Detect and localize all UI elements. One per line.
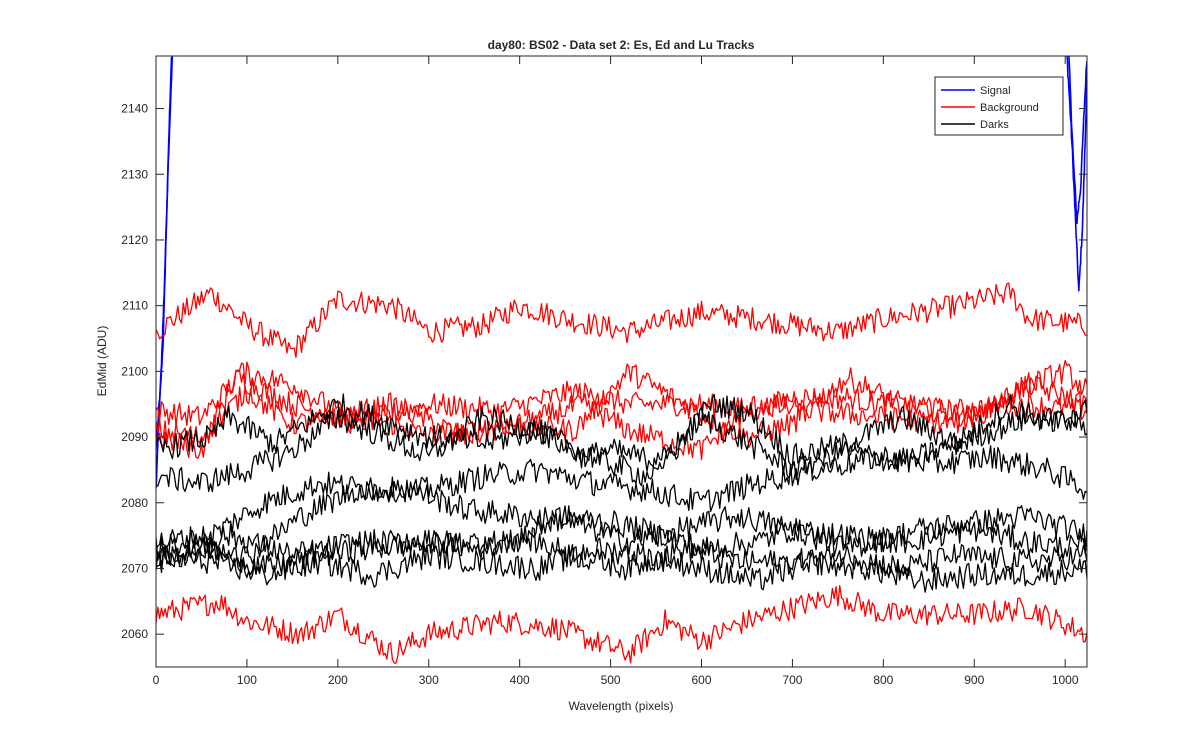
series-line-signal-2 (1066, 56, 1087, 292)
x-tick-label: 300 (419, 673, 439, 687)
x-tick-label: 200 (328, 673, 348, 687)
y-tick-label: 2140 (121, 102, 148, 116)
series-line-signal-3 (1068, 56, 1087, 225)
series-line-darks-15 (156, 537, 1087, 593)
x-tick-label: 100 (237, 673, 257, 687)
x-tick-label: 600 (691, 673, 711, 687)
y-tick-label: 2100 (121, 364, 148, 378)
x-tick-label: 800 (873, 673, 893, 687)
x-tick-label: 900 (964, 673, 984, 687)
series-line-darks-10 (156, 406, 1087, 493)
legend: Signal Background Darks (934, 76, 1064, 136)
x-tick-label: 700 (782, 673, 802, 687)
series-line-darks-12 (156, 477, 1087, 574)
x-tick-label: 500 (601, 673, 621, 687)
series-line-darks-13 (156, 505, 1087, 567)
series-line-background-5 (156, 584, 1087, 664)
series-line-background-7 (156, 361, 1087, 459)
x-tick-label: 0 (153, 673, 160, 687)
tick-layer: 0 100 200 300 400 500 600 700 800 900 1000 2060 2070… (121, 56, 1087, 687)
series-line-darks-14 (156, 525, 1087, 581)
axes-box (155, 55, 1088, 668)
x-tick-label: 1000 (1052, 673, 1079, 687)
series-line-background-4 (156, 282, 1087, 358)
legend-label-signal: Signal (980, 85, 1011, 97)
series-layer (156, 56, 1087, 664)
y-tick-label: 2120 (121, 233, 148, 247)
y-tick-label: 2110 (122, 299, 148, 313)
series-line-signal-1 (156, 56, 174, 451)
x-tick-label: 400 (510, 673, 530, 687)
plot-area (156, 56, 1087, 667)
y-tick-label: 2130 (121, 167, 148, 181)
legend-box (934, 76, 1064, 136)
series-line-darks-9 (156, 393, 1087, 472)
y-tick-label: 2090 (121, 430, 148, 444)
series-line-darks-11 (156, 445, 1087, 552)
y-axis-label: EdMid (ADU) (95, 326, 109, 397)
y-tick-label: 2070 (121, 561, 148, 575)
legend-label-background: Background (980, 102, 1039, 114)
y-tick-label: 2080 (121, 496, 148, 510)
chart-title: day80: BS02 - Data set 2: Es, Ed and Lu … (488, 38, 755, 52)
legend-label-darks: Darks (980, 119, 1009, 131)
x-axis-label: Wavelength (pixels) (569, 699, 674, 713)
y-tick-label: 2060 (121, 627, 148, 641)
